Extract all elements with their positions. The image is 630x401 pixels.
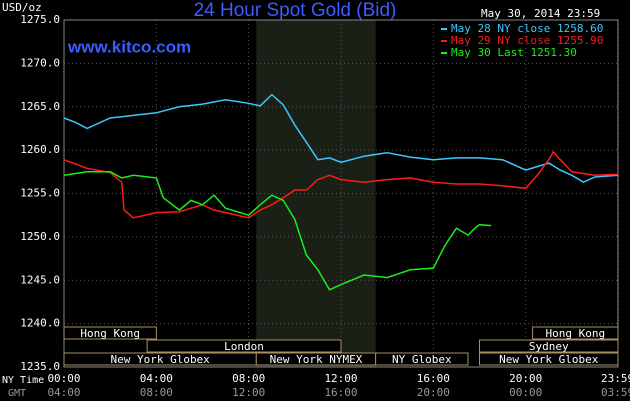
x-tick-label: 04:00 [140,372,173,385]
session-label: New York Globex [110,353,210,366]
y-tick-label: 1270.0 [20,56,60,69]
y-tick-label: 1240.0 [20,317,60,330]
session-box [375,352,469,366]
x-tick-label: 16:00 [417,372,450,385]
x2-tick-label: 12:00 [232,386,265,399]
x-tick-label: 23:59 [601,372,630,385]
session-label: London [224,340,264,353]
session-label: New York Globex [499,353,599,366]
session-label: Hong Kong [80,327,140,340]
x2-row-label: GMT [8,388,26,399]
x-tick-label: 20:00 [509,372,542,385]
y-tick-label: 1275.0 [20,13,60,26]
x2-tick-label: 04:00 [47,386,80,399]
series-line [63,171,492,291]
y-tick-label: 1250.0 [20,230,60,243]
session-box [479,352,619,366]
y-tick-label: 1245.0 [20,273,60,286]
chart-title: 24 Hour Spot Gold (Bid) [194,0,397,21]
x-tick-label: 12:00 [324,372,357,385]
y-tick-label: 1255.0 [20,187,60,200]
y-axis-label: USD/oz [2,1,42,14]
legend-label: May 29 NY close 1255.90 [451,34,603,47]
series-line [63,150,619,219]
session-box [63,326,157,340]
session-box [146,339,342,353]
x-tick-label: 00:00 [47,372,80,385]
session-label: Hong Kong [545,327,605,340]
session-label: New York NYMEX [270,353,363,366]
session-box [532,326,619,340]
session-label: NY Globex [392,353,452,366]
x-row-label: NY Time [2,375,44,386]
legend-label: May 28 NY close 1258.60 [451,22,603,35]
x2-tick-label: 03:59 [601,386,630,399]
x2-tick-label: 08:00 [140,386,173,399]
site-label: www.kitco.com [67,37,191,56]
plot-frame [63,19,619,368]
session-box [479,339,619,353]
x2-tick-label: 20:00 [417,386,450,399]
x-tick-label: 08:00 [232,372,265,385]
shade-band [256,20,376,367]
session-label: Sydney [529,340,569,353]
y-tick-label: 1260.0 [20,143,60,156]
x2-tick-label: 16:00 [324,386,357,399]
x2-tick-label: 00:00 [509,386,542,399]
chart-date: May 30, 2014 23:59 [481,7,600,20]
y-tick-label: 1265.0 [20,100,60,113]
legend-label: May 30 Last 1251.30 [451,46,577,59]
y-tick-label: 1235.0 [20,360,60,373]
